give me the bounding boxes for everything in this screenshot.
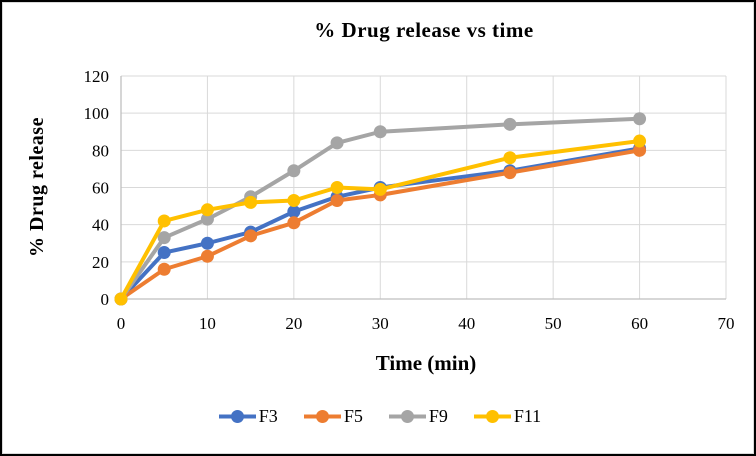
y-tick-label: 80: [92, 141, 109, 160]
y-tick-label: 20: [92, 253, 109, 272]
data-point-F5: [633, 143, 647, 157]
data-point-F5: [287, 216, 301, 230]
legend-label: F3: [258, 406, 278, 426]
legend-marker-icon: [473, 410, 511, 423]
data-point-F11: [330, 181, 344, 194]
x-tick-label: 40: [458, 314, 475, 333]
data-point-F11: [373, 182, 387, 196]
data-point-F9: [157, 231, 171, 245]
x-tick-label: 20: [285, 314, 302, 333]
y-tick-label: 40: [92, 216, 109, 235]
y-tick-label: 120: [84, 67, 110, 86]
data-point-F9: [287, 164, 301, 178]
chart-title: % Drug release vs time: [314, 18, 534, 42]
y-tick-label: 0: [101, 290, 110, 309]
data-point-F9: [373, 125, 387, 139]
legend-marker-icon: [218, 410, 256, 423]
legend-item-F11: F11: [473, 406, 542, 427]
data-point-F5: [200, 249, 214, 263]
data-point-F9: [633, 112, 647, 126]
data-point-F11: [287, 194, 301, 208]
x-tick-label: 0: [117, 314, 126, 333]
data-point-F11: [157, 214, 171, 228]
legend-item-F5: F5: [303, 406, 363, 427]
x-tick-label: 60: [631, 314, 648, 333]
legend-marker-icon: [303, 410, 341, 423]
data-point-F11: [200, 203, 214, 217]
legend-marker-icon: [388, 410, 426, 423]
data-point-F9: [330, 136, 344, 150]
legend-item-F3: F3: [218, 406, 278, 427]
data-point-F11: [244, 195, 258, 209]
data-point-F5: [330, 194, 344, 208]
data-point-F9: [200, 212, 214, 226]
data-point-F11: [633, 134, 647, 148]
x-tick-label: 10: [199, 314, 216, 333]
data-point-F3: [287, 205, 301, 219]
y-tick-label: 100: [84, 104, 110, 123]
data-point-F11: [503, 151, 517, 165]
x-tick-label: 70: [718, 314, 735, 333]
data-point-F5: [503, 166, 517, 180]
x-axis-title: Time (min): [375, 351, 477, 375]
data-point-F5: [157, 262, 171, 276]
legend-item-F9: F9: [388, 406, 448, 427]
data-point-F11: [114, 292, 128, 306]
legend: F3 F5 F9 F11: [2, 406, 754, 427]
x-tick-label: 30: [372, 314, 389, 333]
legend-label: F5: [343, 406, 363, 426]
y-tick-label: 60: [92, 179, 109, 198]
data-point-F3: [157, 246, 171, 260]
data-point-F5: [244, 229, 258, 243]
data-point-F3: [200, 236, 214, 250]
legend-label: F9: [428, 406, 448, 426]
data-point-F9: [503, 117, 517, 131]
legend-label: F11: [513, 406, 542, 426]
x-tick-label: 50: [545, 314, 562, 333]
